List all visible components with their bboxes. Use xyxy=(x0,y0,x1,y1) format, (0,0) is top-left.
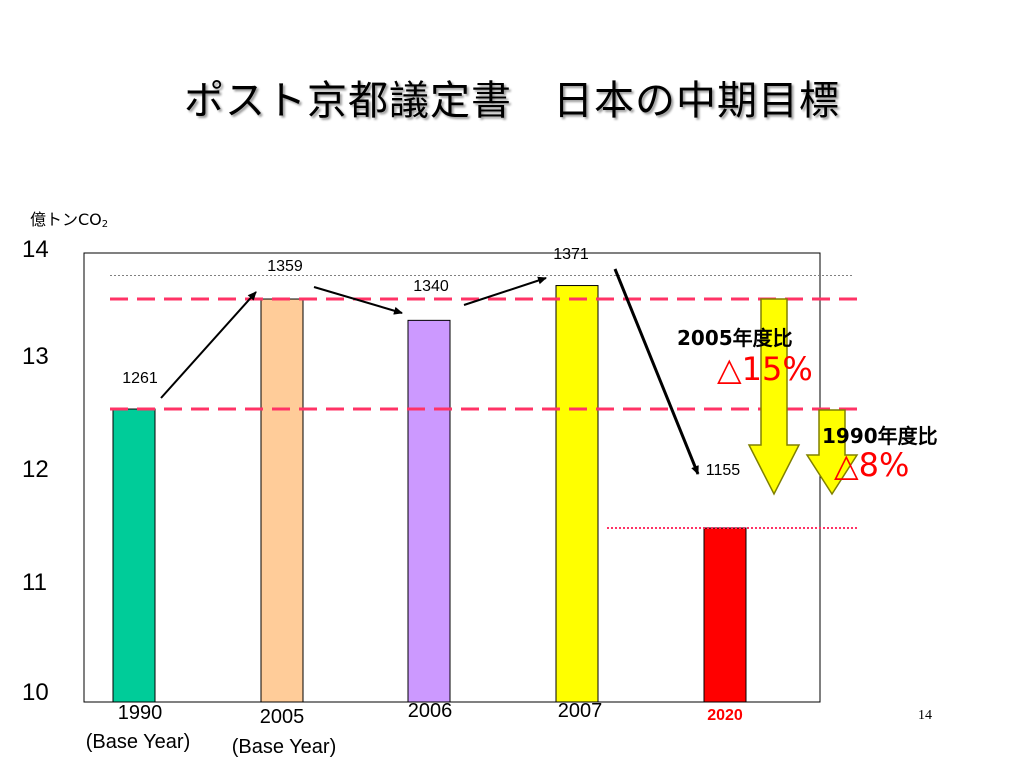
trend-arrow xyxy=(313,286,403,315)
y-tick-label: 11 xyxy=(22,569,47,596)
data-label-1990: 1261 xyxy=(122,370,158,387)
data-label-2020: 1155 xyxy=(705,462,741,479)
reduction-arrows xyxy=(747,298,859,496)
trend-arrows xyxy=(160,268,700,475)
data-label-2006: 1340 xyxy=(413,278,449,295)
bar-1990 xyxy=(112,408,156,703)
x-tick-label-2005: 2005 xyxy=(259,706,305,728)
bar-2006 xyxy=(407,319,451,703)
annotation-value-2005: △15% xyxy=(717,350,813,388)
trend-arrow xyxy=(160,291,257,399)
reduction-arrow-2005 xyxy=(747,298,801,496)
y-tick-label: 13 xyxy=(22,343,49,370)
unit-text: 億トンCO xyxy=(30,210,102,229)
x-tick-label-2007: 2007 xyxy=(557,700,603,722)
y-tick-label: 10 xyxy=(22,679,49,706)
trend-arrow xyxy=(613,268,700,475)
reduction-arrow-1990 xyxy=(805,409,859,496)
x-tick-label-2020: 2020 xyxy=(707,707,743,724)
page-number: 14 xyxy=(918,708,932,723)
x-tick-sublabel-2005: (Base Year) xyxy=(231,736,337,758)
bar-2020 xyxy=(703,527,747,703)
y-axis-unit-label: 億トンCO2 xyxy=(30,206,108,230)
annotation-label-2005: 2005年度比 xyxy=(677,326,793,350)
slide-title: ポスト京都議定書 日本の中期目標 xyxy=(184,78,840,124)
annotation-label-1990: 1990年度比 xyxy=(822,424,938,448)
unit-subscript: 2 xyxy=(101,219,109,230)
y-tick-label: 14 xyxy=(22,236,49,263)
plot-area xyxy=(83,252,821,703)
bar-2007 xyxy=(555,285,599,703)
x-tick-label-2006: 2006 xyxy=(407,700,453,722)
bar-2005 xyxy=(260,298,304,703)
annotation-value-1990: △8% xyxy=(834,446,910,484)
data-label-2007: 1371 xyxy=(553,246,589,263)
data-label-2005: 1359 xyxy=(267,258,303,275)
trend-arrow xyxy=(463,276,547,306)
y-tick-label: 12 xyxy=(22,456,49,483)
x-tick-label-1990: 1990 xyxy=(117,702,163,724)
x-tick-sublabel-1990: (Base Year) xyxy=(85,731,191,753)
